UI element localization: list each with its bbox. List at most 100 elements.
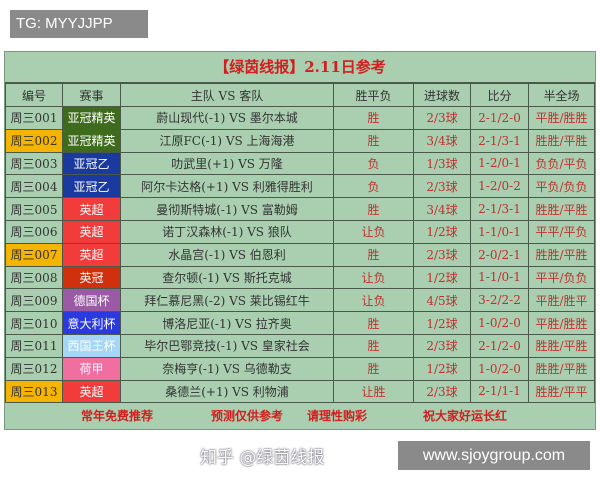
cell-result: 负 [333, 174, 414, 199]
cell-score: 2-1/2-0 [470, 106, 529, 130]
cell-id: 周三004 [5, 174, 63, 199]
cell-goals: 1/2球 [413, 265, 471, 290]
cell-event: 英超 [62, 197, 121, 221]
cell-goals: 3/4球 [413, 197, 471, 221]
cell-match: 蔚山现代(-1) VS 墨尔本城 [120, 106, 334, 130]
cell-match: 毕尔巴鄂竞技(-1) VS 皇家社会 [120, 333, 334, 358]
cell-score: 1-2/0-1 [470, 151, 529, 176]
table-row: 周三012 荷甲 奈梅亨(-1) VS 乌德勒支胜 1/2球 1-0/2-0 胜胜/平胜 [5, 356, 595, 381]
cell-result: 负 [333, 151, 414, 176]
cell-goals: 1/2球 [413, 311, 471, 335]
cell-goals: 4/5球 [413, 288, 471, 313]
cell-match: 江原FC(-1) VS 上海海港 [120, 128, 334, 153]
cell-id: 周三003 [5, 151, 63, 176]
cell-halffull: 胜胜/平胜 [528, 242, 595, 267]
prediction-board: 【绿茵线报】2.11日参考 编号 赛事 主队 VS 客队 胜平负 进球数 比分 半全场 周三… [4, 51, 596, 431]
site-label: www.sjoygroup.com [398, 441, 590, 470]
footer-text: 祝大家好运长红 [423, 409, 508, 424]
cell-match: 查尔顿(-1) VS 斯托克城 [120, 265, 334, 290]
cell-match: 博洛尼亚(-1) VS 拉齐奥 [120, 311, 334, 335]
table-row: 周三013 英超 桑德兰(+1) VS 利物浦 让胜 2/3球 2-1/1-1 胜胜/平平 [5, 379, 595, 404]
column-header: 半全场 [528, 83, 595, 107]
cell-result: 让负 [333, 288, 414, 313]
table-row: 周三006 英超 诺丁汉森林(-1) VS 狼队 让负 1/2球 1-1/0-1 平平/平负 [5, 219, 595, 244]
table-row: 周三011 西国王杯 毕尔巴鄂竞技(-1) VS 皇家社会胜 2/3球 2-1/2-0 胜… [5, 333, 595, 358]
cell-result: 让负 [333, 265, 414, 290]
prediction-table: 编号 赛事 主队 VS 客队 胜平负 进球数 比分 半全场 周三001 亚冠精英 蔚山现代(-1… [5, 83, 595, 404]
cell-score: 2-1/3-1 [470, 128, 529, 153]
cell-result: 胜 [333, 197, 414, 221]
cell-goals: 1/3球 [413, 151, 471, 176]
column-header: 比分 [470, 83, 529, 107]
table-row: 周三010 意大利杯 博洛尼亚(-1) VS 拉齐奥胜 1/2球 1-0/2-0 平胜/胜… [5, 311, 595, 335]
footer: 常年免费推荐 预测仅供参考 请理性购彩 祝大家好运长红 [5, 403, 595, 429]
cell-goals: 1/2球 [413, 356, 471, 381]
cell-halffull: 负负/平负 [528, 151, 595, 176]
table-row: 周三001 亚冠精英 蔚山现代(-1) VS 墨尔本城胜 2/3球 2-1/2-0 平胜/… [5, 106, 595, 130]
cell-score: 1-1/0-1 [470, 219, 529, 244]
tg-label: TG: MYYJJPP [10, 10, 148, 38]
cell-halffull: 胜胜/平胜 [528, 356, 595, 381]
cell-match: 诺丁汉森林(-1) VS 狼队 [120, 219, 334, 244]
table-row: 周三003 亚冠乙 叻武里(+1) VS 万隆负 1/3球 1-2/0-1 负负/平负 [5, 151, 595, 176]
table-row: 周三007 英超 水晶宫(-1) VS 伯恩利胜 2/3球 2-0/2-1 胜胜/平胜 [5, 242, 595, 267]
cell-id: 周三006 [5, 219, 63, 244]
footer-text: 常年免费推荐 [81, 409, 154, 424]
column-header: 进球数 [413, 83, 471, 107]
cell-score: 2-1/2-0 [470, 333, 529, 358]
cell-score: 2-1/1-1 [470, 379, 529, 404]
cell-id: 周三011 [5, 333, 63, 358]
cell-match: 桑德兰(+1) VS 利物浦 [120, 379, 334, 404]
cell-halffull: 平胜/胜平 [528, 288, 595, 313]
cell-result: 胜 [333, 356, 414, 381]
cell-id: 周三002 [5, 128, 63, 153]
cell-event: 英超 [62, 242, 121, 267]
cell-halffull: 胜胜/平平 [528, 379, 595, 404]
cell-result: 胜 [333, 311, 414, 335]
cell-id: 周三008 [5, 265, 63, 290]
cell-event: 亚冠乙 [62, 151, 121, 176]
cell-score: 2-1/3-1 [470, 197, 529, 221]
cell-score: 1-0/2-0 [470, 311, 529, 335]
cell-score: 1-0/2-0 [470, 356, 529, 381]
cell-event: 英冠 [62, 265, 121, 290]
cell-id: 周三005 [5, 197, 63, 221]
cell-result: 胜 [333, 128, 414, 153]
cell-halffull: 平平/平负 [528, 219, 595, 244]
cell-match: 奈梅亨(-1) VS 乌德勒支 [120, 356, 334, 381]
cell-match: 阿尔卡达格(+1) VS 利雅得胜利 [120, 174, 334, 199]
cell-id: 周三007 [5, 242, 63, 267]
cell-halffull: 平平/负负 [528, 265, 595, 290]
cell-result: 胜 [333, 242, 414, 267]
cell-score: 1-2/0-2 [470, 174, 529, 199]
cell-id: 周三012 [5, 356, 63, 381]
cell-id: 周三009 [5, 288, 63, 313]
cell-event: 西国王杯 [62, 333, 121, 358]
column-header: 赛事 [62, 83, 121, 107]
cell-goals: 3/4球 [413, 128, 471, 153]
board-title: 【绿茵线报】2.11日参考 [5, 52, 595, 83]
column-header: 编号 [5, 83, 63, 107]
cell-halffull: 胜胜/平胜 [528, 333, 595, 358]
table-row: 周三009 德国杯 拜仁慕尼黑(-2) VS 莱比锡红牛 让负 4/5球 3-2/2-2 平… [5, 288, 595, 313]
cell-match: 曼彻斯特城(-1) VS 富勒姆 [120, 197, 334, 221]
cell-match: 叻武里(+1) VS 万隆 [120, 151, 334, 176]
cell-event: 亚冠精英 [62, 106, 121, 130]
footer-text: 预测仅供参考 [211, 409, 284, 424]
cell-score: 1-1/0-1 [470, 265, 529, 290]
watermark: 知乎 @绿茵线报 [200, 448, 325, 468]
table-row: 周三008 英冠 查尔顿(-1) VS 斯托克城 让负 1/2球 1-1/0-1 平平/负负 [5, 265, 595, 290]
cell-halffull: 平胜/胜胜 [528, 106, 595, 130]
cell-goals: 2/3球 [413, 174, 471, 199]
cell-event: 英超 [62, 219, 121, 244]
cell-halffull: 平负/负负 [528, 174, 595, 199]
column-header: 胜平负 [333, 83, 414, 107]
cell-event: 亚冠乙 [62, 174, 121, 199]
cell-event: 德国杯 [62, 288, 121, 313]
footer-text: 请理性购彩 [307, 409, 368, 424]
cell-match: 水晶宫(-1) VS 伯恩利 [120, 242, 334, 267]
cell-result: 胜 [333, 106, 414, 130]
table-row: 周三005 英超 曼彻斯特城(-1) VS 富勒姆胜 3/4球 2-1/3-1 胜胜/平胜 [5, 197, 595, 221]
cell-event: 意大利杯 [62, 311, 121, 335]
cell-id: 周三001 [5, 106, 63, 130]
